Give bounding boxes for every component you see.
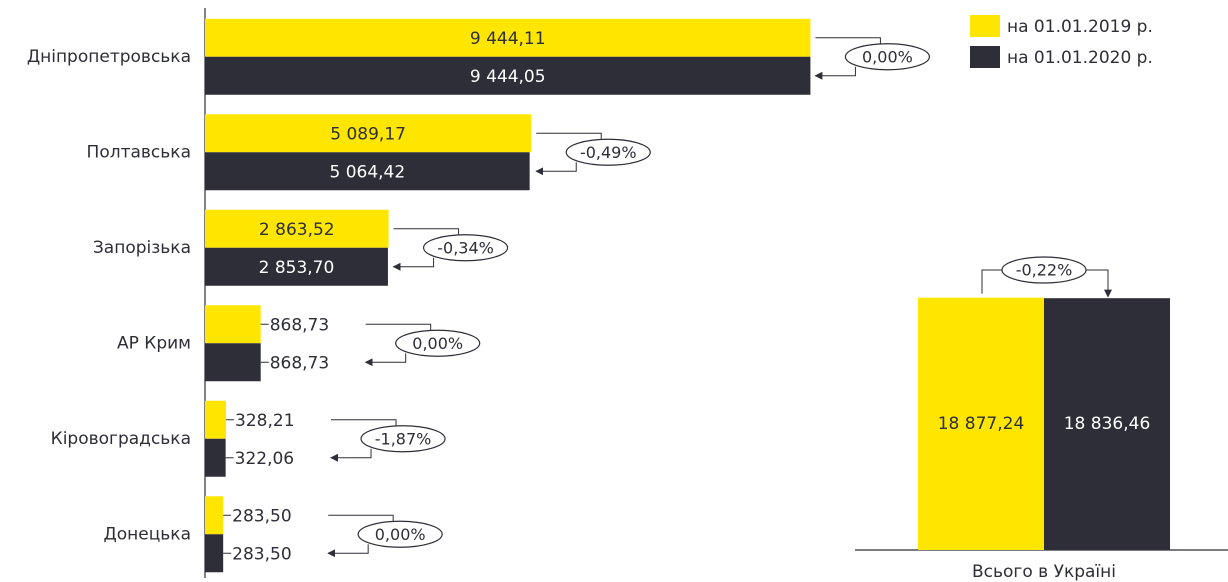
category-label: Дніпропетровська [27,47,191,67]
value-label: 322,06 [235,449,294,469]
value-label: 9 444,11 [470,29,546,49]
bar [205,438,226,477]
bar [1044,298,1170,550]
bar [205,18,811,57]
bar [918,297,1044,550]
value-label: 2 863,52 [259,220,335,240]
change-label: 0,00% [375,525,426,544]
category-label: АР Крим [117,333,191,353]
change-badge [360,425,446,453]
legend-swatch [970,15,1000,37]
change-arrow [535,162,577,176]
change-label: 0,00% [412,334,463,353]
change-connector [365,323,432,331]
value-label: 5 064,42 [329,162,405,182]
value-label: 9 444,05 [470,67,546,87]
change-connector [331,419,397,426]
change-badge [844,43,931,71]
change-arrow [327,544,369,558]
value-label: 328,21 [235,411,294,431]
value-label: 5 089,17 [330,124,406,144]
bar [205,114,532,153]
change-badge [565,138,651,166]
value-label: 283,50 [232,506,291,526]
change-badge [1001,256,1087,284]
value-label: 868,73 [270,353,329,373]
change-label: -0,34% [437,238,494,257]
change-arrow [392,257,435,271]
category-label: Донецька [103,524,191,544]
category-label: Кіровоградська [51,429,191,449]
change-arrow [330,448,372,462]
legend-label: на 01.01.2020 р. [1007,48,1153,68]
value-label: 2 853,70 [259,258,335,278]
change-arrow [814,66,856,80]
legend-label: на 01.01.2019 р. [1007,17,1153,37]
value-label: 868,73 [270,315,329,335]
bar [205,305,261,344]
change-label: 0,00% [862,47,913,66]
bar [205,56,811,95]
category-label: Полтавська [87,142,191,162]
change-connector [393,228,460,235]
bar [205,534,224,573]
value-label: 283,50 [232,544,291,564]
value-label: 18 877,24 [938,414,1025,434]
bar [205,247,388,286]
change-label: -0,49% [580,143,637,162]
bar [205,343,261,382]
change-connector [536,132,602,140]
change-label: -1,87% [375,429,432,448]
bar [205,152,530,191]
value-label: 18 836,46 [1064,414,1151,434]
change-badge [395,329,481,357]
change-connector [815,37,881,44]
category-label: Всього в Україні [972,562,1116,582]
legend-swatch [970,46,1000,68]
bar [205,496,224,535]
change-label: -0,22% [1016,261,1073,280]
bar [205,209,389,248]
change-badge [422,234,509,262]
change-badge [357,520,443,548]
change-arrow [364,353,407,367]
change-connector [328,514,394,522]
bar [205,400,227,439]
category-label: Запорізька [93,238,191,258]
